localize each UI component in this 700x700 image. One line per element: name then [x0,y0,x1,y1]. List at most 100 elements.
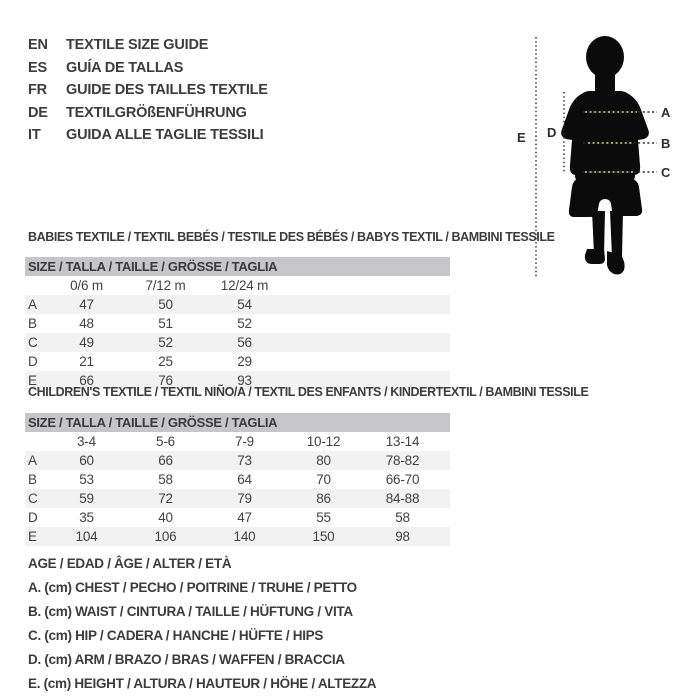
cell: 106 [154,529,177,544]
cell: 47 [237,510,252,525]
cell: 21 [79,354,94,369]
cell: 54 [237,297,252,312]
cell: 70 [316,472,331,487]
table-row: B 53 58 64 70 66-70 [25,470,450,489]
row-label: B [28,472,37,487]
cell: 29 [237,354,252,369]
row-label: B [28,316,37,331]
size-header-bar: SIZE / TALLA / TAILLE / GRÖSSE / TAGLIA [25,257,450,276]
cell: 150 [312,529,335,544]
table-row: C 49 52 56 [25,333,450,352]
cell: 47 [79,297,94,312]
column-header: 10-12 [306,434,341,449]
legend-arm: D. (cm) ARM / BRAZO / BRAS / WAFFEN / BR… [28,652,345,667]
cell: 84-88 [385,491,420,506]
cell: 50 [158,297,173,312]
language-title-list: EN TEXTILE SIZE GUIDE ES GUÍA DE TALLAS … [28,34,268,147]
table-row: D 21 25 29 [25,352,450,371]
children-section-title: CHILDREN'S TEXTILE / TEXTIL NIÑO/A / TEX… [28,385,589,399]
table-row: C 59 72 79 86 84-88 [25,489,450,508]
language-title: TEXTILGRÖßENFÜHRUNG [66,104,247,121]
cell: 104 [75,529,98,544]
cell: 25 [158,354,173,369]
cell: 58 [158,472,173,487]
row-label: D [28,354,38,369]
child-body-shape [561,36,649,275]
column-header-row: 0/6 m 7/12 m 12/24 m [25,276,450,295]
children-table: SIZE / TALLA / TAILLE / GRÖSSE / TAGLIA … [25,413,450,546]
legend-hip: C. (cm) HIP / CADERA / HANCHE / HÜFTE / … [28,628,324,643]
language-code: ES [28,59,47,76]
column-header: 7/12 m [145,278,186,293]
row-label: D [28,510,38,525]
language-code: FR [28,82,47,98]
table-row: D 35 40 47 55 58 [25,508,450,527]
legend-waist: B. (cm) WAIST / CINTURA / TAILLE / HÜFTU… [28,604,353,619]
table-row: A 47 50 54 [25,295,450,314]
measure-label-c: C [661,165,671,180]
cell: 58 [395,510,410,525]
cell: 66 [79,373,94,388]
cell: 140 [233,529,256,544]
cell: 64 [237,472,252,487]
language-row: DE TEXTILGRÖßENFÜHRUNG [28,102,268,125]
cell: 98 [395,529,410,544]
row-label: E [28,529,37,544]
language-row: EN TEXTILE SIZE GUIDE [28,34,268,57]
cell: 72 [158,491,173,506]
cell: 73 [237,453,252,468]
cell: 66-70 [385,472,420,487]
row-label: C [28,335,38,350]
cell: 49 [79,335,94,350]
measure-label-b: B [661,136,670,151]
babies-section-title: BABIES TEXTILE / TEXTIL BEBÉS / TESTILE … [28,230,555,244]
measure-label-e: E [517,130,526,145]
language-row: FR GUIDE DES TAILLES TEXTILE [28,79,268,102]
language-title: GUIDA ALLE TAGLIE TESSILI [66,127,264,143]
column-header: 5-6 [156,434,175,449]
cell: 66 [158,453,173,468]
column-header: 13-14 [385,434,420,449]
language-row: IT GUIDA ALLE TAGLIE TESSILI [28,124,268,147]
column-header: 12/24 m [220,278,269,293]
column-header: 0/6 m [70,278,103,293]
column-header-row: 3-4 5-6 7-9 10-12 13-14 [25,432,450,451]
cell: 93 [237,373,252,388]
cell: 53 [79,472,94,487]
cell: 79 [237,491,252,506]
babies-table: SIZE / TALLA / TAILLE / GRÖSSE / TAGLIA … [25,257,450,390]
language-code: IT [28,127,41,143]
language-title: GUÍA DE TALLAS [66,59,184,76]
language-title: GUIDE DES TAILLES TEXTILE [66,82,268,98]
column-header: 3-4 [77,434,96,449]
row-label: C [28,491,38,506]
row-label: A [28,297,37,312]
cell: 55 [316,510,331,525]
cell: 56 [237,335,252,350]
cell: 52 [158,335,173,350]
cell: 40 [158,510,173,525]
cell: 78-82 [385,453,420,468]
language-row: ES GUÍA DE TALLAS [28,57,268,80]
row-label: E [28,373,37,388]
table-row: A 60 66 73 80 78-82 [25,451,450,470]
cell: 80 [316,453,331,468]
cell: 51 [158,316,173,331]
measure-label-d: D [547,125,556,140]
legend-height: E. (cm) HEIGHT / ALTURA / HAUTEUR / HÖHE… [28,676,377,691]
table-row: E 104 106 140 150 98 [25,527,450,546]
language-code: EN [28,37,48,53]
table-row: B 48 51 52 [25,314,450,333]
size-header-bar: SIZE / TALLA / TAILLE / GRÖSSE / TAGLIA [25,413,450,432]
child-silhouette-icon: E D A B C [517,36,671,278]
legend-chest: A. (cm) CHEST / PECHO / POITRINE / TRUHE… [28,580,357,595]
language-code: DE [28,104,48,121]
cell: 76 [158,373,173,388]
cell: 35 [79,510,94,525]
language-title: TEXTILE SIZE GUIDE [66,37,209,53]
cell: 60 [79,453,94,468]
table-row: E 66 76 93 [25,371,450,390]
cell: 48 [79,316,94,331]
legend-age: AGE / EDAD / ÂGE / ALTER / ETÀ [28,556,232,571]
cell: 86 [316,491,331,506]
